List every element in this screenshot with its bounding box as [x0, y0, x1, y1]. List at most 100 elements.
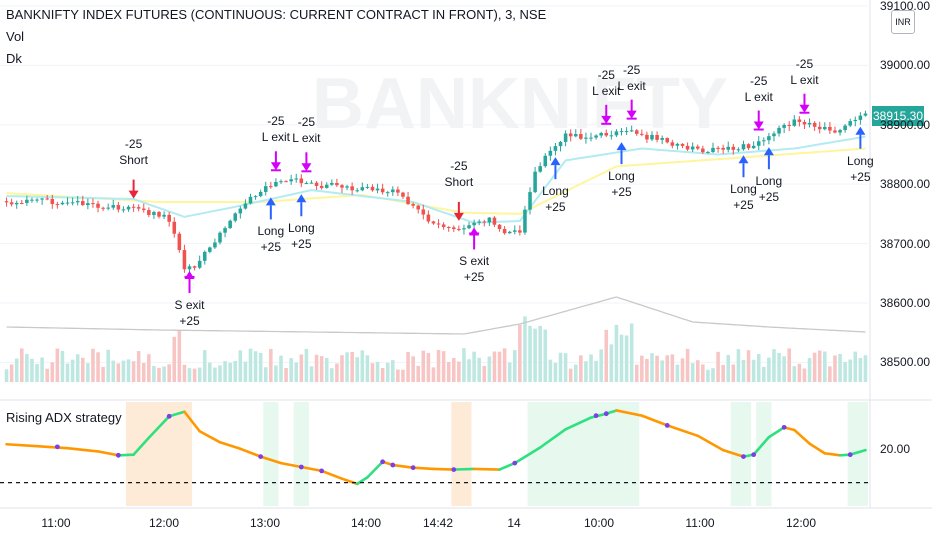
short-exit-signal-label: S exit +25 [174, 297, 205, 328]
candle-body [762, 140, 766, 142]
volume-bar [833, 355, 837, 382]
candle-body [96, 203, 100, 208]
candle-body [157, 212, 161, 217]
volume-bar [584, 361, 588, 382]
volume-bar [396, 369, 400, 382]
volume-bar [858, 358, 863, 382]
volume-bar [172, 336, 177, 382]
volume-bar [863, 355, 868, 382]
candle-body [675, 143, 680, 146]
volume-bar [289, 358, 293, 382]
adx-segment [665, 424, 700, 438]
candle-body [731, 146, 736, 150]
candle-body [833, 130, 837, 133]
adx-segment [279, 461, 303, 469]
adx-zone-long [847, 402, 868, 506]
volume-bar [157, 367, 161, 382]
candle-body [197, 260, 202, 268]
volume-bar [304, 348, 309, 382]
volume-bar [772, 349, 776, 382]
candle-body [258, 191, 263, 197]
volume-bar [385, 362, 390, 382]
volume-bar [472, 351, 476, 382]
candle-body [573, 134, 578, 137]
candle-body [695, 146, 700, 149]
candle-body [40, 198, 44, 200]
candle-body [645, 134, 649, 140]
volume-ma-line [6, 296, 866, 335]
indicator-title[interactable]: Rising ADX strategy [6, 410, 122, 425]
volume-bar [411, 356, 415, 382]
candle-body [136, 207, 141, 209]
volume-bar [391, 360, 395, 382]
candle-body [457, 228, 461, 230]
adx-crossover-dot [258, 454, 264, 459]
candle-body [609, 135, 614, 137]
candle-body [263, 186, 268, 192]
volume-bar [467, 359, 471, 382]
volume-bar [248, 348, 253, 382]
time-tick-label: 12:00 [148, 516, 180, 530]
price-tick-label: 39100.00 [880, 0, 931, 13]
candle-body [665, 138, 670, 143]
time-tick-label: 14 [507, 516, 521, 530]
time-tick-label: 14:00 [350, 516, 382, 530]
volume-bar [426, 352, 431, 382]
volume-bar [116, 363, 121, 382]
volume-bar [238, 350, 243, 382]
candle-body [25, 199, 29, 203]
price-tick-label: 38900.00 [880, 117, 931, 132]
adx-segment [300, 465, 323, 473]
candle-body [274, 181, 278, 187]
volume-bar [314, 354, 319, 382]
volume-legend[interactable]: Vol [6, 29, 25, 44]
candle-body [756, 141, 761, 146]
candle-body [863, 113, 868, 116]
candlesticks [4, 110, 868, 273]
volume-bar [782, 356, 786, 382]
chart-title: BANKNIFTY INDEX FUTURES (CONTINUOUS: CUR… [6, 7, 547, 22]
dk-legend[interactable]: Dk [6, 51, 22, 66]
signal-arrowhead [753, 121, 764, 130]
volume-bar [828, 366, 832, 382]
volume-bar [533, 328, 537, 382]
adx-crossover-dot [390, 462, 396, 468]
adx-segment [320, 469, 344, 481]
candle-body [411, 204, 415, 206]
adx-segment [96, 450, 120, 457]
candle-body [563, 133, 568, 142]
volume-bar [604, 329, 609, 382]
long-signal-label: Long +25 [755, 174, 783, 205]
volume-bar [823, 351, 827, 382]
currency-badge[interactable]: INR [891, 10, 915, 34]
volume-bar [731, 364, 736, 382]
volume-bar [91, 348, 95, 382]
candle-body [299, 178, 304, 184]
candle-body [812, 122, 817, 127]
volume-bar [111, 360, 116, 382]
candle-body [843, 125, 847, 131]
candle-body [690, 146, 695, 150]
candle-body [497, 224, 502, 229]
candle-body [233, 213, 238, 221]
volume-bar [609, 344, 614, 382]
adx-segment [823, 452, 842, 457]
candle-body [330, 183, 334, 185]
candle-body [568, 133, 573, 137]
long-signal-label: Long +25 [257, 224, 285, 255]
price-tick-label: 38500.00 [880, 355, 931, 370]
candle-body [223, 228, 227, 233]
adx-segment [432, 467, 456, 471]
candle-body [579, 134, 583, 139]
volume-bar [50, 362, 55, 382]
volume-bar [497, 351, 502, 382]
price-tick-label: 38800.00 [880, 177, 931, 192]
candle-body [9, 202, 14, 205]
symbol-watermark: BANKNIFTY [312, 64, 728, 144]
volume-bar [528, 325, 532, 382]
long-exit-signal-label: -25 L exit [617, 62, 646, 93]
adx-crossover-dot [298, 464, 304, 470]
volume-bar [721, 364, 725, 382]
volume-bar [284, 368, 288, 382]
